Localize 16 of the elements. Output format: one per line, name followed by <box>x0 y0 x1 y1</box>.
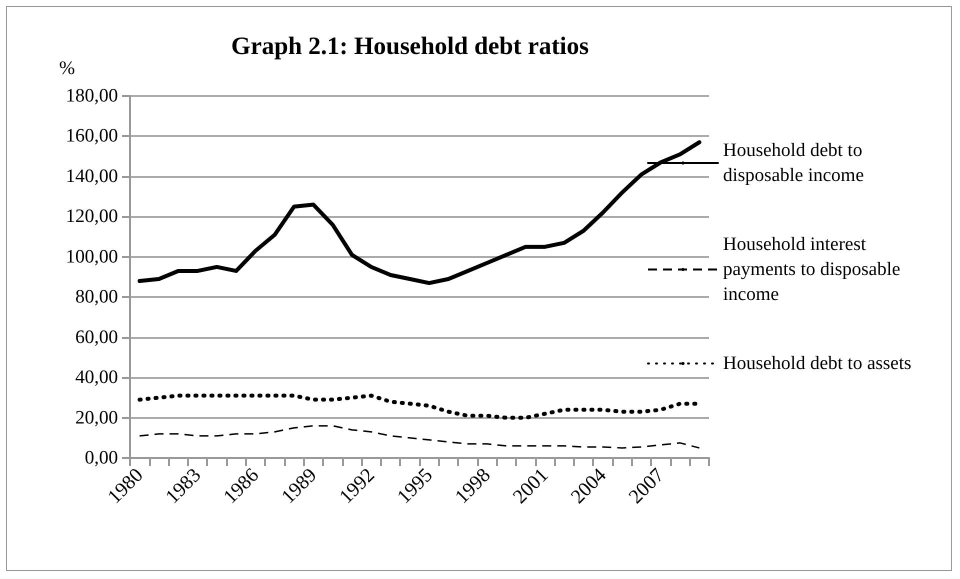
y-tick-label: 0,00 <box>84 448 118 468</box>
y-tick-label: 80,00 <box>75 286 118 308</box>
y-axis-title: % <box>59 58 76 79</box>
y-tick-label: 40,00 <box>75 367 118 388</box>
legend-label: Household debt to disposable income <box>723 140 868 186</box>
y-tick-label: 180,00 <box>66 86 118 106</box>
line-series <box>138 425 700 449</box>
y-tick-label: 100,00 <box>66 246 118 268</box>
y-tick-label: 120,00 <box>66 206 118 228</box>
y-tick-label: 140,00 <box>66 166 118 187</box>
y-tick-label: 20,00 <box>75 407 118 428</box>
legend-label: Household interest payments to disposable income <box>723 234 906 305</box>
legend-label: Household debt to assets <box>723 353 912 374</box>
y-tick-label: 60,00 <box>75 326 118 348</box>
chart-title: Graph 2.1: Household debt ratios <box>231 33 590 60</box>
y-tick-label: 160,00 <box>66 126 118 147</box>
